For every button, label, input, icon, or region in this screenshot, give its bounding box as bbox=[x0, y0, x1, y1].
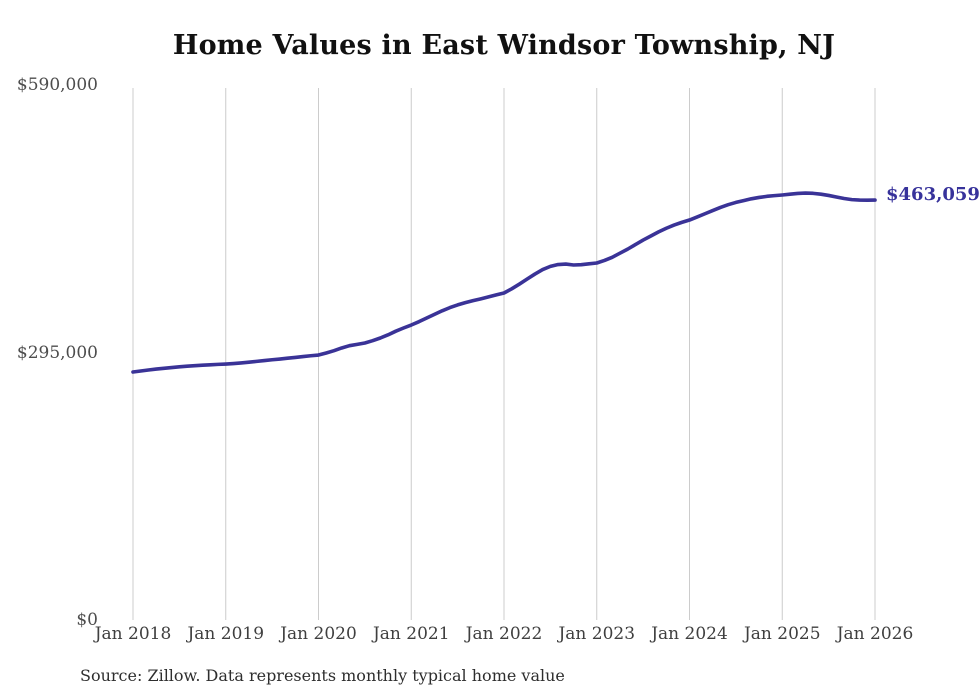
x-tick-jan-2024: Jan 2024 bbox=[651, 624, 728, 644]
chart-title: Home Values in East Windsor Township, NJ bbox=[172, 30, 836, 61]
x-tick-jan-2023: Jan 2023 bbox=[558, 624, 636, 644]
x-tick-jan-2022: Jan 2022 bbox=[465, 624, 543, 644]
source-attribution: Source: Zillow. Data represents monthly … bbox=[80, 666, 565, 685]
vertical-gridlines bbox=[132, 88, 876, 620]
x-tick-jan-2018: Jan 2018 bbox=[94, 624, 172, 644]
y-tick-0: $0 bbox=[76, 610, 98, 630]
x-tick-jan-2020: Jan 2020 bbox=[280, 624, 357, 644]
latest-value-label: $463,059 bbox=[886, 184, 980, 205]
y-tick-590000: $590,000 bbox=[16, 75, 98, 95]
x-tick-jan-2025: Jan 2025 bbox=[743, 624, 821, 644]
y-tick-295000: $295,000 bbox=[16, 342, 98, 363]
home-value-line-series bbox=[131, 191, 877, 374]
x-tick-jan-2021: Jan 2021 bbox=[372, 624, 450, 644]
x-tick-jan-2026: Jan 2026 bbox=[836, 624, 914, 644]
x-tick-jan-2019: Jan 2019 bbox=[187, 624, 265, 644]
